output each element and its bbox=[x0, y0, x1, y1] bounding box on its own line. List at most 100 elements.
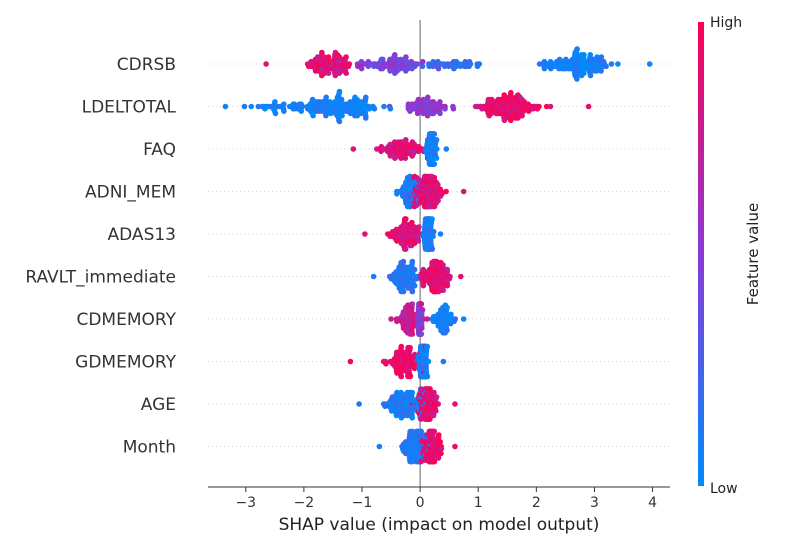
shap-point bbox=[416, 177, 422, 183]
shap-point bbox=[438, 446, 445, 452]
shap-point bbox=[272, 99, 278, 105]
shap-point bbox=[356, 401, 362, 407]
colorbar-gradient bbox=[698, 22, 704, 486]
colorbar: High Low Feature value bbox=[698, 15, 762, 497]
shap-point bbox=[452, 316, 459, 322]
shap-point bbox=[409, 258, 416, 265]
shap-point bbox=[424, 373, 431, 380]
beeswarm-points bbox=[222, 46, 653, 465]
shap-point bbox=[376, 443, 383, 450]
shap-point bbox=[433, 394, 440, 400]
shap-point bbox=[452, 443, 458, 450]
feature-label: AGE bbox=[141, 395, 176, 415]
shap-point bbox=[436, 432, 442, 438]
shap-point bbox=[370, 273, 377, 280]
shap-point bbox=[347, 358, 354, 365]
shap-point bbox=[248, 103, 255, 110]
shap-point bbox=[501, 117, 508, 124]
x-tick-label: −1 bbox=[352, 495, 373, 511]
shap-point bbox=[598, 68, 604, 74]
shap-point bbox=[433, 155, 440, 161]
shap-point bbox=[444, 282, 451, 289]
shap-point bbox=[409, 301, 416, 307]
feature-labels: CDRSB LDELTOTAL FAQ ADNI_MEM ADAS13 RAVLT_imm… bbox=[25, 55, 176, 458]
shap-point bbox=[425, 94, 431, 101]
shap-point bbox=[431, 174, 438, 181]
shap-point bbox=[298, 108, 305, 114]
shap-point bbox=[536, 103, 542, 110]
shap-point bbox=[388, 316, 394, 322]
shap-point bbox=[346, 61, 353, 67]
shap-point bbox=[467, 61, 474, 67]
shap-point bbox=[414, 61, 421, 67]
shap-point bbox=[255, 103, 262, 110]
feature-label: Month bbox=[123, 438, 176, 458]
shap-point bbox=[431, 458, 438, 465]
shap-point bbox=[429, 246, 436, 252]
shap-point bbox=[587, 52, 594, 58]
shap-point bbox=[438, 450, 444, 457]
shap-point bbox=[425, 358, 432, 365]
shap-point bbox=[418, 331, 425, 337]
shap-point bbox=[222, 103, 229, 110]
shap-point bbox=[419, 63, 426, 70]
shap-point bbox=[338, 96, 345, 103]
shap-point bbox=[433, 408, 439, 414]
shap-point bbox=[350, 146, 357, 152]
shap-point bbox=[325, 70, 332, 76]
shap-point bbox=[272, 110, 279, 117]
x-axis: −3 −2 −1 0 1 2 3 4 bbox=[208, 486, 670, 511]
shap-point bbox=[548, 65, 554, 72]
shap-point bbox=[608, 61, 615, 67]
shap-point bbox=[409, 331, 416, 337]
shap-point bbox=[437, 110, 443, 117]
shap-point bbox=[392, 52, 398, 58]
shap-point bbox=[434, 146, 440, 152]
shap-point bbox=[431, 161, 438, 167]
shap-point bbox=[435, 401, 442, 407]
x-tick-label: 0 bbox=[416, 495, 425, 511]
colorbar-title: Feature value bbox=[744, 203, 762, 305]
shap-point bbox=[407, 344, 413, 351]
shap-point bbox=[430, 228, 437, 235]
shap-point bbox=[443, 146, 450, 152]
shap-point bbox=[383, 361, 389, 367]
shap-point bbox=[437, 439, 444, 445]
shap-point bbox=[323, 94, 330, 101]
shap-point bbox=[241, 103, 248, 110]
shap-point bbox=[501, 92, 508, 98]
shap-point bbox=[420, 58, 426, 65]
shap-point bbox=[363, 94, 369, 101]
shap-point bbox=[381, 103, 387, 110]
shap-point bbox=[476, 61, 483, 67]
shap-point bbox=[440, 287, 447, 294]
shap-point bbox=[581, 52, 587, 58]
shap-point bbox=[435, 455, 442, 461]
x-tick-label: −2 bbox=[294, 495, 315, 511]
shap-point bbox=[450, 106, 457, 112]
shap-point bbox=[431, 131, 438, 137]
shap-point bbox=[429, 216, 435, 222]
shap-point bbox=[403, 216, 409, 222]
shap-point bbox=[646, 61, 653, 67]
shap-point bbox=[444, 304, 450, 311]
feature-label: ADAS13 bbox=[108, 225, 176, 245]
shap-point bbox=[587, 72, 594, 79]
shap-point bbox=[435, 197, 441, 204]
shap-point bbox=[442, 106, 448, 112]
shap-point bbox=[343, 70, 350, 76]
shap-point bbox=[603, 63, 609, 70]
shap-point bbox=[508, 89, 514, 96]
feature-label: RAVLT_immediate bbox=[25, 268, 176, 288]
shap-point bbox=[430, 233, 436, 240]
x-tick-label: 2 bbox=[532, 495, 541, 511]
feature-label: FAQ bbox=[143, 140, 176, 160]
shap-point bbox=[460, 316, 467, 322]
shap-point bbox=[585, 103, 592, 110]
shap-point bbox=[319, 49, 325, 56]
shap-point bbox=[574, 76, 580, 82]
shap-point bbox=[439, 191, 445, 197]
shap-point bbox=[598, 54, 605, 60]
x-tick-label: 4 bbox=[648, 495, 657, 511]
